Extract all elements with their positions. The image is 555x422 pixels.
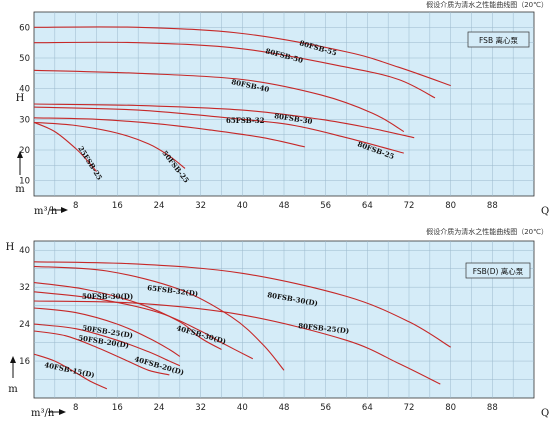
y-tick-label: 40 xyxy=(19,246,30,256)
y-axis-label: H xyxy=(6,242,15,253)
x-tick-label: 80 xyxy=(445,403,456,413)
series-curve-80fsb-25 xyxy=(33,106,404,154)
x-tick-label: 32 xyxy=(195,403,206,413)
series-curve-65fsb-32 xyxy=(33,117,305,148)
tick-labels: 8 16 24 32 40 48 56 64 72 80 88 16 24 32 40 xyxy=(19,246,498,413)
chart-tag: FSB(D) 离心泵 xyxy=(473,266,524,276)
top-caption: 假设介质为清水之性能曲线图（20℃） xyxy=(426,0,548,9)
x-tick-label: 56 xyxy=(320,201,331,211)
series-curve-40fsb-30d xyxy=(33,291,254,360)
x-tick-label: 24 xyxy=(154,201,165,211)
x-axis-unit: m³/h xyxy=(31,408,55,419)
y-tick-label: 10 xyxy=(19,177,30,187)
x-tick-label: 64 xyxy=(362,403,373,413)
y-axis-arrowhead xyxy=(10,356,16,363)
x-axis-arrowhead xyxy=(59,409,66,415)
grid xyxy=(34,12,534,196)
series-curves xyxy=(33,261,451,390)
chart-tag: FSB 离心泵 xyxy=(479,35,518,45)
series-curve-80fsb-50 xyxy=(33,41,436,99)
y-tick-label: 50 xyxy=(19,54,30,64)
series-label: 65FSB-32 xyxy=(226,116,265,125)
y-axis-unit: m xyxy=(8,384,18,395)
y-tick-label: 32 xyxy=(19,283,30,293)
y-tick-label: 60 xyxy=(19,23,30,33)
x-axis-label: Q xyxy=(541,408,549,419)
y-axis-unit: m xyxy=(15,184,25,195)
x-tick-label: 80 xyxy=(445,201,456,211)
x-tick-label: 72 xyxy=(404,201,415,211)
series-curve-80fsb-55 xyxy=(33,26,451,87)
series-curve-50fsb-30d xyxy=(33,282,222,350)
y-axis-label: H xyxy=(16,93,25,104)
x-tick-label: 72 xyxy=(404,403,415,413)
y-tick-label: 24 xyxy=(19,320,30,330)
x-tick-label: 24 xyxy=(154,403,165,413)
x-tick-label: 40 xyxy=(237,403,248,413)
y-axis-arrowhead xyxy=(17,151,23,158)
y-tick-label: 20 xyxy=(19,146,30,156)
series-curve-50fsb-25d xyxy=(33,307,181,357)
x-tick-label: 40 xyxy=(237,201,248,211)
chart-tag-box xyxy=(467,31,530,48)
x-tick-label: 16 xyxy=(112,201,123,211)
series-curve-40fsb-20d xyxy=(33,330,170,376)
fsb-chart: 80FSB-5580FSB-5080FSB-4080FSB-3080FSB-25… xyxy=(19,11,535,211)
series-curve-50fsb-20d xyxy=(33,323,181,367)
y-tick-label: 40 xyxy=(19,85,30,95)
series-curve-65fsb-32d xyxy=(33,265,285,371)
x-axis-unit: m³/h xyxy=(34,206,58,217)
x-tick-label: 8 xyxy=(73,403,78,413)
series-curve-50fsb-25 xyxy=(33,121,186,169)
x-tick-label: 32 xyxy=(195,201,206,211)
x-tick-label: 64 xyxy=(362,201,373,211)
series-curve-80fsb-30 xyxy=(33,103,415,139)
series-curves xyxy=(33,26,451,172)
tick-labels: 8 16 24 32 40 48 56 64 72 80 88 10 20 30 40 50 60 xyxy=(19,23,498,211)
series-curve-25fsb-25 xyxy=(33,121,97,172)
chart-tag-box xyxy=(465,262,531,279)
x-tick-label: 48 xyxy=(279,403,290,413)
series-label: 50FSB-30(D) xyxy=(82,292,133,301)
x-tick-label: 88 xyxy=(487,403,498,413)
y-tick-label: 30 xyxy=(19,115,30,125)
x-axis-arrowhead xyxy=(61,207,68,213)
fsb-d-chart: 50FSB-30(D) 65FSB-32(D) 80FSB-30(D)50FSB-2… xyxy=(19,240,535,413)
x-tick-label: 16 xyxy=(112,403,123,413)
series-curve-40fsb-15d xyxy=(33,353,108,390)
bottom-caption: 假设介质为清水之性能曲线图（20℃） xyxy=(426,227,548,236)
y-tick-label: 16 xyxy=(19,357,30,367)
series-curve-80fsb-30d xyxy=(33,261,451,348)
x-tick-label: 48 xyxy=(279,201,290,211)
x-tick-label: 88 xyxy=(487,201,498,211)
series-curve-80fsb-40 xyxy=(33,69,405,133)
x-axis-label: Q xyxy=(541,206,549,217)
x-tick-label: 8 xyxy=(73,201,78,211)
x-tick-label: 56 xyxy=(320,403,331,413)
